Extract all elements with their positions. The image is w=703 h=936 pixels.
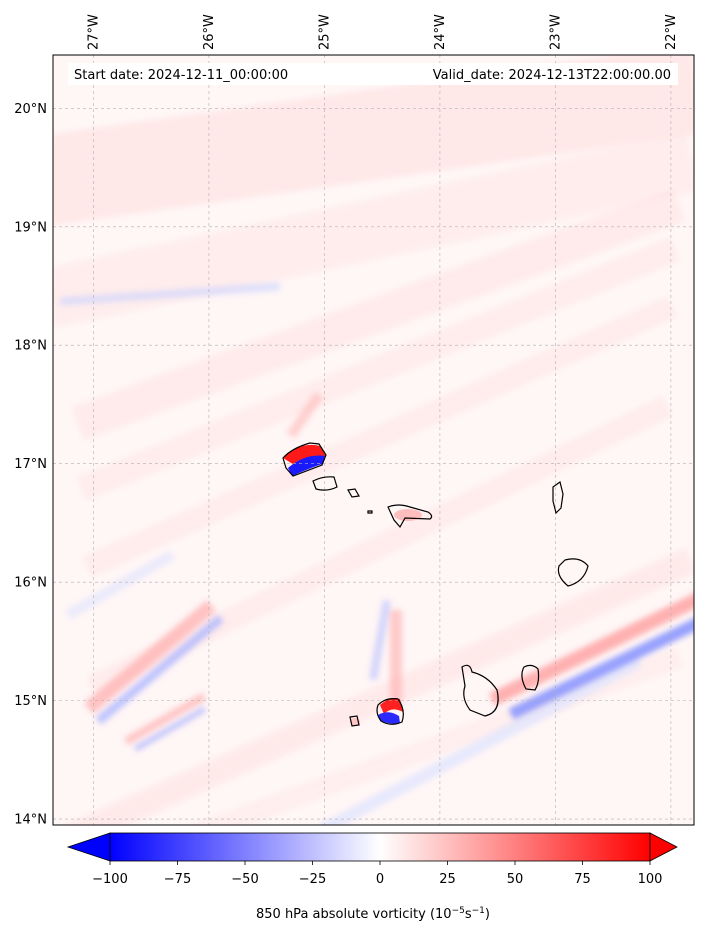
coastline-sao-nicolau: [387, 504, 433, 529]
start-date-label: Start date: 2024-12-11_00:00:00: [74, 68, 288, 83]
longitude-label: 25°W: [317, 14, 332, 50]
latitude-label: 14°N: [14, 813, 47, 828]
longitude-label: 22°W: [664, 14, 679, 50]
coastline-santa-luzia: [347, 488, 360, 498]
coastline-santo-antao: [282, 442, 327, 477]
coastline-islet: [367, 510, 373, 514]
longitude-labels: 27°W 26°W 25°W 24°W 23°W 22°W: [86, 14, 678, 50]
coastline-boa-vista: [557, 558, 589, 587]
colorbar-min-extend: [66, 832, 111, 862]
title-banner: [68, 63, 678, 85]
colorbar-tick-label: −25: [299, 872, 326, 887]
map-frame: [52, 54, 695, 826]
colorbar-tick-label: −50: [231, 872, 258, 887]
coastline-maio: [521, 664, 540, 691]
colorbar-gradient: [110, 833, 650, 861]
map-panel: Start date: 2024-12-11_00:00:00 Valid_da…: [14, 14, 695, 828]
colorbar-tick-label: −100: [92, 872, 128, 887]
latitude-label: 20°N: [14, 102, 47, 117]
valid-date-label: Valid_date: 2024-12-13T22:00:00.00: [433, 68, 671, 83]
latitude-labels: 20°N 19°N 18°N 17°N 16°N 15°N 14°N: [14, 102, 47, 828]
longitude-label: 23°W: [548, 14, 563, 50]
colorbar-ticks: −100 −75 −50 −25 0 25 50 75 100: [92, 861, 662, 887]
latitude-label: 17°N: [14, 457, 47, 472]
coastline-sal: [552, 480, 564, 515]
gridlines: [53, 55, 694, 825]
colorbar-tick-label: 100: [638, 872, 663, 887]
latitude-label: 16°N: [14, 576, 47, 591]
colorbar-tick-label: 25: [439, 872, 456, 887]
longitude-label: 27°W: [86, 14, 101, 50]
latitude-label: 19°N: [14, 220, 47, 235]
colorbar-tick-label: −75: [164, 872, 191, 887]
colorbar-max-extend: [649, 832, 678, 862]
coastline-sao-vicente: [312, 476, 338, 491]
colorbar-tick-label: 0: [376, 872, 384, 887]
coastline-brava: [349, 715, 360, 727]
latitude-label: 18°N: [14, 339, 47, 354]
colorbar-tick-label: 50: [507, 872, 524, 887]
coastline-santiago: [461, 664, 499, 717]
coastline-fogo: [376, 698, 404, 725]
vorticity-field: [53, 55, 694, 825]
longitude-label: 24°W: [433, 14, 448, 50]
colorbar-tick-label: 75: [574, 872, 591, 887]
coastlines: [282, 442, 589, 727]
latitude-label: 15°N: [14, 694, 47, 709]
colorbar: −100 −75 −50 −25 0 25 50 75 100 850 hPa absolute…: [66, 832, 678, 922]
colorbar-label: 850 hPa absolute vorticity (10−5s−1): [256, 906, 490, 922]
longitude-label: 26°W: [202, 14, 217, 50]
